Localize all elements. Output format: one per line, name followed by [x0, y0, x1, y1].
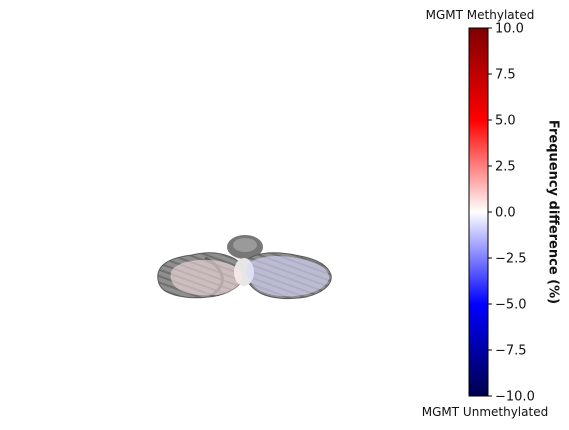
colorbar-tick-label: −7.5 — [495, 344, 527, 359]
colorbar: 10.0 7.5 5.0 2.5 0.0 −2.5 −5.0 −7.5 −10.0 — [468, 22, 535, 405]
colorbar-tick-label: −10.0 — [495, 390, 535, 405]
overlay-right-hemisphere — [246, 255, 330, 297]
colorbar-title: Frequency difference (%) — [545, 119, 561, 305]
colorbar-tick-label: 5.0 — [495, 114, 516, 129]
colorbar-ticks: 10.0 7.5 5.0 2.5 0.0 −2.5 −5.0 −7.5 −10.0 — [488, 22, 535, 405]
colorbar-tick-label: −2.5 — [495, 252, 527, 267]
colorbar-tick-label: −5.0 — [495, 298, 527, 313]
colorbar-tick-label: 7.5 — [495, 68, 516, 83]
colorbar-tick-label: 10.0 — [495, 22, 524, 37]
colorbar-bottom-label: MGMT Unmethylated — [421, 405, 549, 419]
frequency-overlay — [170, 255, 330, 297]
colorbar-tick-label: 2.5 — [495, 160, 516, 175]
colorbar-top-label: MGMT Methylated — [425, 8, 535, 22]
colorbar-tick-label: 0.0 — [495, 206, 516, 221]
colorbar-gradient — [468, 27, 489, 397]
overlay-left-hemisphere — [170, 259, 243, 296]
